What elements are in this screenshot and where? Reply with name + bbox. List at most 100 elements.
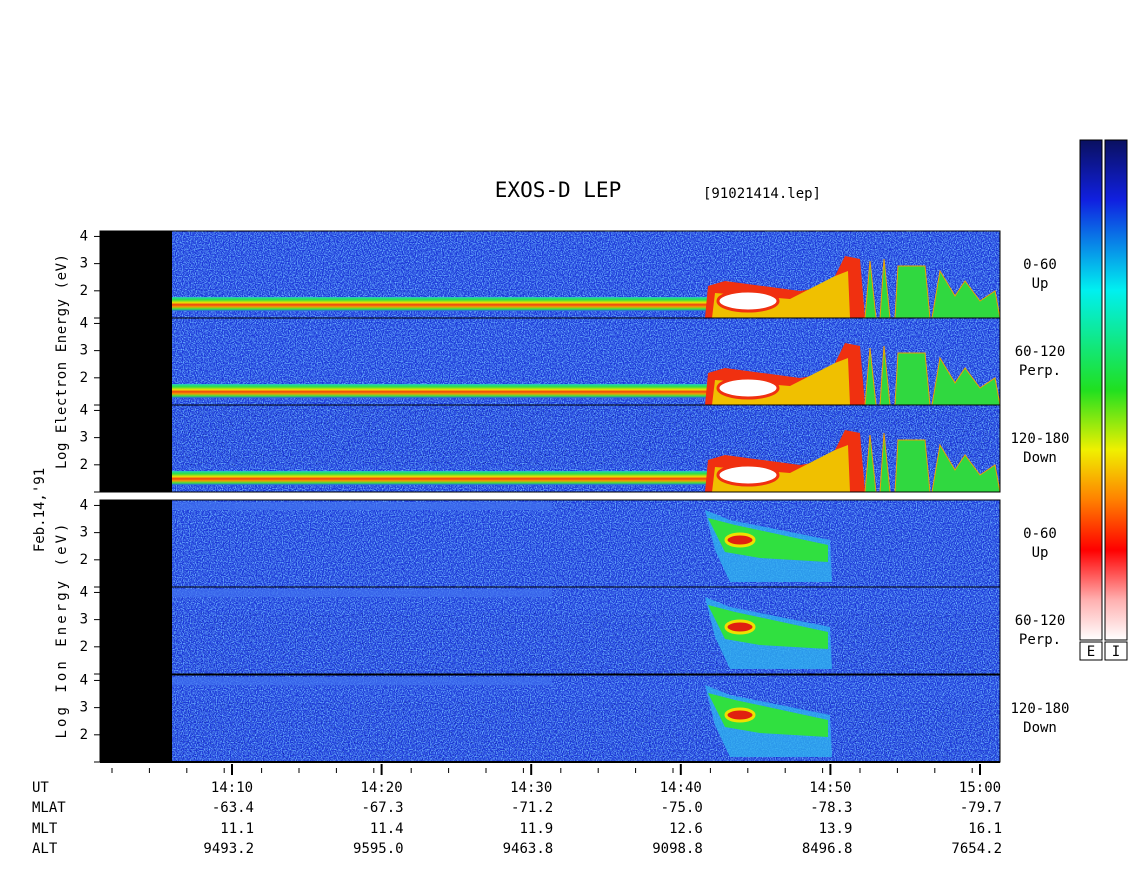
y-tick-label: 2 (80, 457, 88, 473)
y-tick-label: 3 (80, 700, 88, 716)
y-tick-label: 4 (80, 402, 88, 418)
color-bar-label: E (1087, 644, 1095, 660)
panel-dropouts (172, 526, 1000, 587)
band (172, 297, 707, 311)
panel-frame (99, 404, 1001, 493)
panel-frame (99, 586, 1001, 675)
panel-angle: 0-60 (1023, 257, 1057, 273)
row-value: 8496.8 (802, 841, 853, 857)
y-tick-label: 4 (80, 315, 88, 331)
row-value: -63.4 (212, 800, 254, 816)
color-bar-label: I (1112, 644, 1120, 660)
data-gap (100, 231, 172, 492)
spectrogram-panel (99, 499, 1001, 588)
band (172, 384, 707, 398)
y-tick-label: 4 (80, 672, 88, 688)
band (172, 471, 707, 485)
row-value: 14:40 (660, 780, 702, 796)
plots: Log Electron Energy (eV) 2 3 4 0-60 Up 2 3 4 60-1… (54, 228, 1070, 763)
panel-dropouts (172, 405, 1000, 466)
row-value: 14:10 (211, 780, 253, 796)
row-label: UT (32, 780, 49, 796)
panel-direction: Up (1032, 545, 1049, 561)
ion-blob (708, 518, 828, 562)
spectrogram-panel (99, 674, 1001, 763)
low-energy-haze (172, 589, 552, 597)
spikes (864, 258, 1001, 319)
y-tick-label: 2 (80, 727, 88, 743)
row-value: -71.2 (511, 800, 553, 816)
row-value: 11.1 (220, 821, 254, 837)
y-tick-label: 3 (80, 430, 88, 446)
ion-core (724, 707, 756, 723)
row-value: 11.9 (519, 821, 553, 837)
hot-core (716, 289, 780, 313)
row-value: 14:30 (510, 780, 552, 796)
panel-angle: 60-120 (1015, 344, 1066, 360)
row-value: 14:20 (361, 780, 403, 796)
row-value: 7654.2 (951, 841, 1002, 857)
row-value: 13.9 (819, 821, 853, 837)
row-value: 11.4 (370, 821, 404, 837)
row-label: MLAT (32, 800, 66, 816)
panel-direction: Perp. (1019, 632, 1061, 648)
time-axis: UT 14:10 14:20 14:30 14:40 14:50 15:00 MLAT -63.… (32, 761, 1002, 857)
spectrogram-panel (99, 317, 1001, 406)
y-tick-label: 4 (80, 584, 88, 600)
panel-angle: 120-180 (1010, 701, 1069, 717)
row-value: -79.7 (960, 800, 1002, 816)
panel-direction: Down (1023, 450, 1057, 466)
row-value: 9595.0 (353, 841, 404, 857)
panel-angle: 0-60 (1023, 526, 1057, 542)
color-bar (1104, 139, 1128, 641)
low-energy-haze (172, 502, 552, 510)
row-value: 9493.2 (203, 841, 254, 857)
spikes (864, 432, 1001, 493)
hot-core (716, 463, 780, 487)
title: EXOS-D LEP (495, 178, 621, 202)
row-value: 9098.8 (652, 841, 703, 857)
row-value: 12.6 (669, 821, 703, 837)
panel-direction: Down (1023, 720, 1057, 736)
y-tick-label: 4 (80, 497, 88, 513)
panel-dropouts (172, 613, 1000, 674)
y-tick-label: 3 (80, 256, 88, 272)
color-bar (1079, 139, 1103, 641)
row-value: 14:50 (809, 780, 851, 796)
row-value: -78.3 (810, 800, 852, 816)
spectrogram-panel (99, 586, 1001, 675)
panel-angle: 60-120 (1015, 613, 1066, 629)
spikes (864, 345, 1001, 406)
ion-core (724, 532, 756, 548)
row-value: -67.3 (361, 800, 403, 816)
date: Feb.14,'91 (32, 468, 48, 552)
y-tick-label: 3 (80, 612, 88, 628)
ion-core (724, 619, 756, 635)
color-bar-box (1104, 641, 1128, 661)
row-label: ALT (32, 841, 58, 857)
y-axis-label: Log Electron Energy (eV) (54, 254, 70, 469)
y-tick-label: 3 (80, 343, 88, 359)
panel-angle: 120-180 (1010, 431, 1069, 447)
ion-blob (708, 605, 828, 649)
row-value: 9463.8 (503, 841, 554, 857)
panel-direction: Up (1032, 276, 1049, 292)
file-name: [91021414.lep] (703, 186, 821, 202)
y-tick-label: 2 (80, 639, 88, 655)
panel-direction: Perp. (1019, 363, 1061, 379)
hot-core (716, 376, 780, 400)
y-tick-label: 3 (80, 525, 88, 541)
panel-dropouts (172, 701, 1000, 762)
y-tick-label: 2 (80, 552, 88, 568)
y-tick-label: 4 (80, 228, 88, 244)
color-bar-box (1079, 641, 1103, 661)
row-value: 15:00 (959, 780, 1001, 796)
row-label: MLT (32, 821, 58, 837)
row-value: 16.1 (968, 821, 1002, 837)
spectrogram-panel (99, 404, 1001, 493)
y-tick-label: 2 (80, 283, 88, 299)
low-energy-haze (172, 677, 552, 685)
ion-blob (708, 693, 828, 737)
